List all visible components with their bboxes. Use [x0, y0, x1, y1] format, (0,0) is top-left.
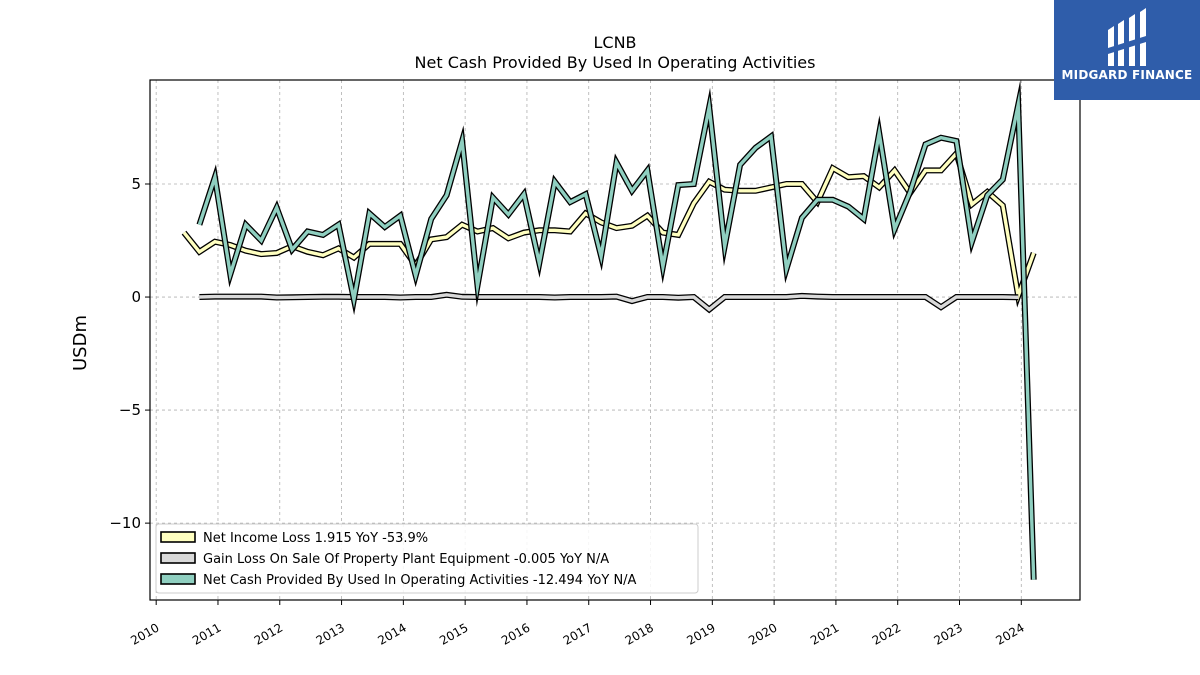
y-tick-label: −5 [119, 401, 141, 419]
legend-swatch [160, 552, 196, 564]
y-axis-label: USDm [70, 315, 91, 371]
series-1-line [199, 293, 1019, 312]
legend-frame [155, 523, 699, 594]
y-tick-label: 5 [131, 175, 141, 193]
x-tick-label: 2018 [623, 620, 656, 647]
x-tick-label: 2013 [314, 620, 347, 647]
legend-swatch [160, 531, 196, 543]
x-tick-label: 2023 [932, 620, 965, 647]
legend-item-label: Net Cash Provided By Used In Operating A… [203, 573, 637, 588]
x-tick-label: 2021 [808, 620, 841, 647]
series-2-line [197, 90, 1036, 580]
x-tick-label: 2017 [561, 620, 594, 647]
x-tick-label: 2012 [252, 620, 285, 647]
x-tick-label: 2010 [128, 620, 161, 647]
legend: Net Income Loss 1.915 YoY -53.9% Gain Los… [155, 523, 699, 594]
logo-text: MIDGARD FINANCE [1061, 68, 1193, 82]
chart-title: LCNB [593, 33, 636, 52]
series-group [181, 79, 1037, 580]
chart-subtitle: Net Cash Provided By Used In Operating A… [415, 53, 816, 72]
x-axis: 2010 2011 2012 2013 2014 2015 2016 2017 2018 2019… [128, 600, 1027, 648]
y-tick-label: 0 [131, 288, 141, 306]
series-2-outline [196, 79, 1037, 580]
legend-swatch [160, 573, 196, 585]
x-tick-label: 2022 [870, 620, 903, 647]
x-tick-label: 2011 [190, 620, 223, 647]
x-tick-label: 2019 [684, 620, 717, 647]
y-tick-label: −10 [109, 514, 141, 532]
x-tick-label: 2016 [499, 620, 532, 647]
x-tick-label: 2020 [746, 620, 779, 647]
x-tick-label: 2024 [993, 620, 1026, 647]
logo-mark-icon [1108, 8, 1146, 66]
x-tick-label: 2015 [437, 620, 470, 647]
y-axis: −10 −5 0 5 [109, 175, 150, 532]
legend-item-label: Net Income Loss 1.915 YoY -53.9% [203, 531, 428, 546]
x-tick-label: 2014 [375, 620, 408, 647]
logo: MIDGARD FINANCE [1054, 0, 1200, 100]
legend-item-label: Gain Loss On Sale Of Property Plant Equi… [203, 552, 609, 567]
plot-frame [149, 79, 1081, 601]
